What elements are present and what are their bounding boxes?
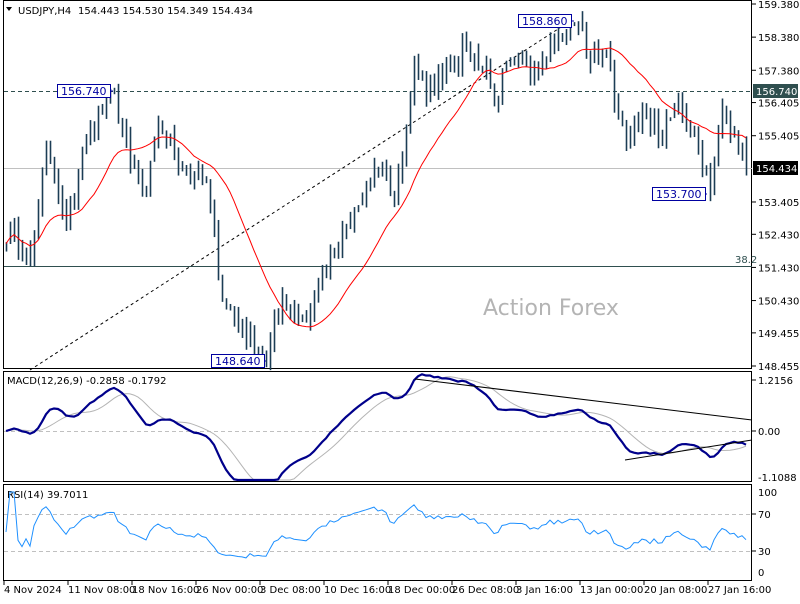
time-tick: 10 Dec 16:00 [324,585,391,596]
price-tick: 156.405 [758,99,799,110]
symbol-label: USDJPY,H4 [18,6,71,17]
rsi-tick-70: 70 [758,510,771,521]
time-tick: 27 Jan 16:00 [708,585,771,596]
macd-trend-lower[interactable] [624,439,753,461]
price-tick: 155.405 [758,132,799,143]
label-high-top[interactable]: 158.860 [518,14,575,29]
rsi-tick-0: 0 [758,568,764,579]
time-tick: 3 Jan 16:00 [516,585,573,596]
level-price-text: 156.740 [756,87,797,98]
price-tick: 149.455 [758,329,799,340]
price-bars [5,11,748,371]
rsi-title: RSI(14) 39.7011 [7,490,88,501]
label-low-bottom[interactable]: 148.640 [211,354,267,369]
moving-average-line [5,47,747,328]
rsi-tick-30: 30 [758,547,771,558]
time-tick: 20 Jan 08:00 [644,585,707,596]
current-price-tag [753,161,798,175]
level-price-tag [753,84,798,98]
time-tick: 4 Nov 2024 [4,585,62,596]
svg-text:148.640: 148.640 [215,355,261,368]
price-tick: 151.430 [758,263,799,274]
svg-text:153.700: 153.700 [656,188,702,201]
macd-tick-min: -1.1088 [758,473,797,484]
price-tick: 159.380 [758,0,799,11]
time-tick: 26 Dec 08:00 [452,585,519,596]
ohlc-values: 154.443 154.530 154.349 154.434 [78,6,253,17]
macd-title: MACD(12,26,9) -0.2858 -0.1792 [7,376,167,387]
macd-line [5,373,747,482]
fib-label: 38.2 [735,255,757,266]
macd-signal-line [5,376,747,481]
time-tick: 13 Jan 00:00 [580,585,643,596]
macd-tick-zero: 0.00 [758,427,780,438]
rsi-panel[interactable] [3,484,752,581]
time-tick: 11 Nov 08:00 [68,585,135,596]
macd-panel[interactable] [3,371,752,482]
price-tick: 153.405 [758,198,799,209]
time-tick: 18 Dec 00:00 [388,585,455,596]
time-tick: 3 Dec 08:00 [260,585,321,596]
label-low-right[interactable]: 153.700 [652,187,708,202]
rsi-tick-100: 100 [758,488,777,499]
macd-trend-upper[interactable] [414,378,753,421]
label-high-left[interactable]: 156.740 [57,84,114,99]
svg-text:156.740: 156.740 [61,85,107,98]
current-price-text: 154.434 [756,164,797,175]
time-tick: 18 Nov 16:00 [132,585,199,596]
price-tick: 157.380 [758,66,799,77]
macd-tick-max: 1.2156 [758,376,793,387]
price-tick: 152.430 [758,230,799,241]
price-panel[interactable] [3,0,752,369]
collapse-triangle-icon[interactable] [6,7,12,11]
rsi-line [5,491,747,559]
watermark: Action Forex [483,296,619,321]
price-tick: 148.455 [758,362,799,373]
time-tick: 26 Nov 00:00 [196,585,263,596]
svg-text:158.860: 158.860 [522,15,568,28]
price-tick: 158.380 [758,33,799,44]
price-axis: 159.380 158.380 157.380 156.405 155.405 153.4… [752,0,799,373]
price-tick: 150.430 [758,297,799,308]
